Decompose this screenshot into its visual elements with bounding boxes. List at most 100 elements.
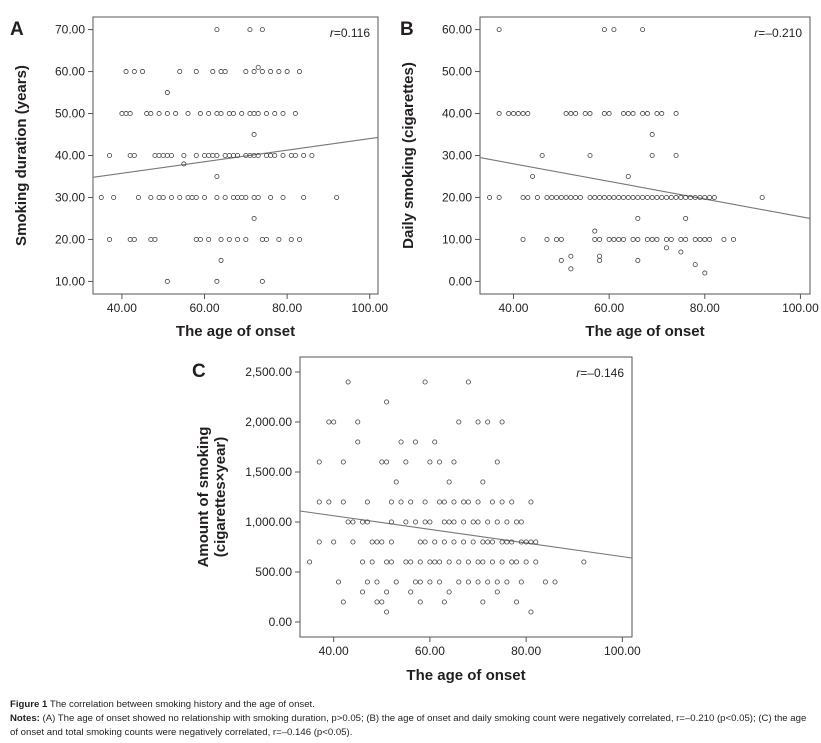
data-point [494, 589, 500, 595]
data-point [568, 111, 574, 117]
x-tick-label: 40.00 [319, 644, 349, 658]
data-point [499, 499, 505, 505]
data-point [379, 599, 385, 605]
y-tick-label: 0.00 [269, 615, 293, 629]
data-point [417, 599, 423, 605]
data-point [558, 236, 564, 242]
data-point [280, 194, 286, 200]
data-point [683, 194, 689, 200]
data-point [520, 111, 526, 117]
data-point [393, 479, 399, 485]
data-point [515, 111, 521, 117]
data-point [494, 459, 500, 465]
data-point [620, 194, 626, 200]
data-point [544, 236, 550, 242]
data-point [280, 111, 286, 117]
data-point [388, 519, 394, 525]
data-point [616, 194, 622, 200]
data-point [408, 499, 414, 505]
data-point [427, 519, 433, 525]
data-point [181, 152, 187, 158]
data-point [412, 579, 418, 585]
data-point [465, 579, 471, 585]
data-point [214, 194, 220, 200]
data-point [592, 194, 598, 200]
data-point [251, 69, 257, 75]
data-point [218, 111, 224, 117]
data-point [427, 459, 433, 465]
y-tick-label: 1,500.00 [245, 465, 292, 479]
data-point [485, 519, 491, 525]
data-point [193, 152, 199, 158]
data-point [331, 419, 337, 425]
data-point [456, 419, 462, 425]
data-point [398, 439, 404, 445]
data-point [539, 152, 545, 158]
data-point [514, 599, 520, 605]
data-point [437, 579, 443, 585]
data-point [620, 236, 626, 242]
plot-frame [479, 16, 811, 295]
data-point [374, 599, 380, 605]
data-point [625, 173, 631, 179]
figure-caption: Figure 1 The correlation between smoking… [10, 698, 810, 740]
data-point [625, 111, 631, 117]
data-point [384, 589, 390, 595]
data-point [340, 499, 346, 505]
correlation-label: r=–0.210 [754, 26, 802, 40]
data-point [152, 236, 158, 242]
data-point [587, 152, 593, 158]
data-point [422, 379, 428, 385]
data-point [649, 132, 655, 138]
data-point [398, 499, 404, 505]
data-point [707, 194, 713, 200]
data-point [335, 579, 341, 585]
data-point [644, 236, 650, 242]
data-point [683, 236, 689, 242]
data-point [592, 228, 598, 234]
correlation-r-symbol: r [330, 26, 335, 40]
data-point [388, 539, 394, 545]
data-point [554, 194, 560, 200]
data-point [437, 459, 443, 465]
data-point [280, 152, 286, 158]
data-point [360, 589, 366, 595]
data-point [374, 539, 380, 545]
caption-notes-line: Notes: (A) The age of onset showed no re… [10, 712, 810, 740]
y-tick-label: 30.00 [442, 149, 472, 163]
data-point [496, 27, 502, 33]
data-point [485, 419, 491, 425]
data-point [581, 559, 587, 565]
data-point [523, 559, 529, 565]
data-point [214, 27, 220, 33]
data-point [456, 579, 462, 585]
data-point [446, 589, 452, 595]
data-point [496, 111, 502, 117]
data-point [542, 579, 548, 585]
data-point [247, 27, 253, 33]
data-point [350, 519, 356, 525]
data-point [697, 194, 703, 200]
data-point [480, 539, 486, 545]
data-point [573, 111, 579, 117]
data-point [630, 111, 636, 117]
data-point [654, 111, 660, 117]
y-axis-label: Daily smoking (cigarettes) [400, 62, 417, 249]
caption-title: The correlation between smoking history … [49, 699, 315, 710]
data-point [364, 579, 370, 585]
data-point [243, 194, 249, 200]
data-point [475, 559, 481, 565]
data-point [697, 236, 703, 242]
data-point [173, 111, 179, 117]
data-point [664, 245, 670, 251]
data-point [427, 579, 433, 585]
data-point [272, 111, 278, 117]
data-point [528, 499, 534, 505]
data-point [127, 111, 133, 117]
data-point [514, 559, 520, 565]
data-point [384, 559, 390, 565]
data-point [131, 69, 137, 75]
x-tick-label: 80.00 [272, 301, 302, 315]
data-point [456, 559, 462, 565]
data-point [193, 194, 199, 200]
